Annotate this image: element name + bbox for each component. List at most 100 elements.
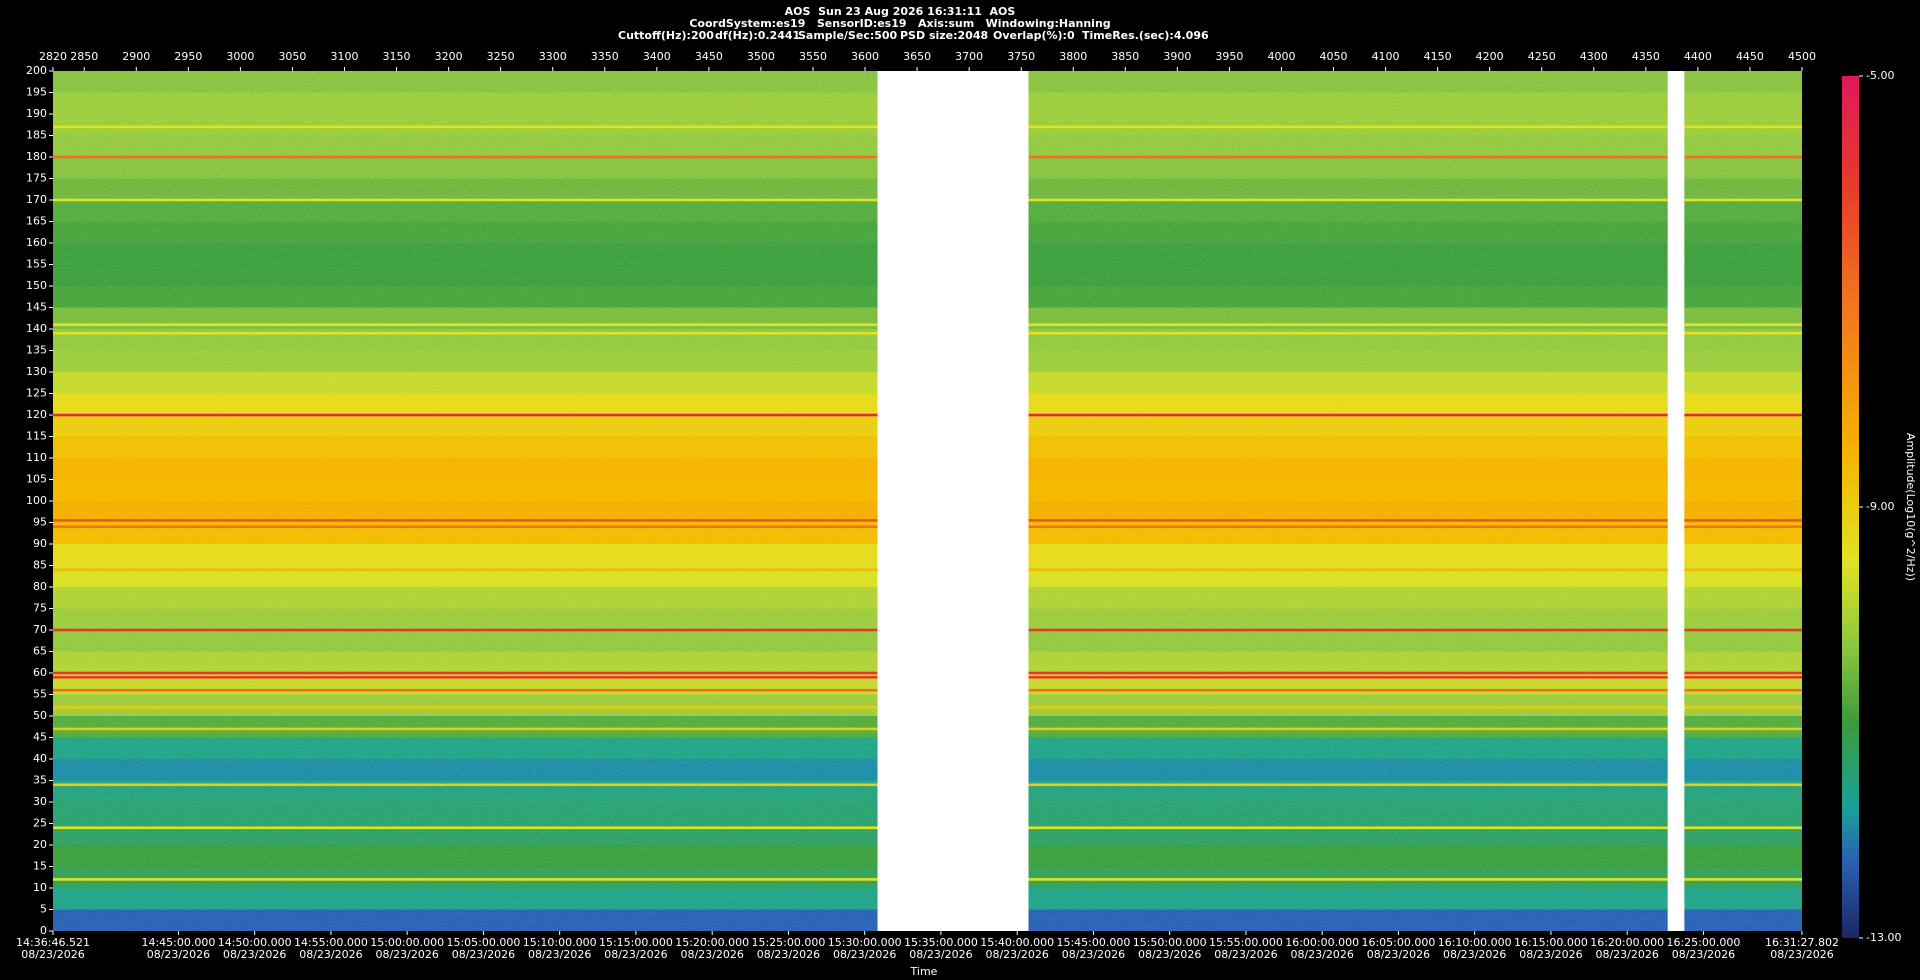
y-tick-label: 130 <box>26 365 47 378</box>
y-tick-label: 185 <box>26 129 47 142</box>
x-tick-label: 3500 <box>747 50 775 63</box>
date-tick-label: 08/23/2026 <box>1595 948 1658 961</box>
time-tick-label: 16:00:00.000 <box>1285 936 1359 949</box>
x-tick-label: 2900 <box>122 50 150 63</box>
date-tick-label: 08/23/2026 <box>1062 948 1125 961</box>
x-axis-label: Time <box>910 965 938 978</box>
date-tick-label: 08/23/2026 <box>757 948 820 961</box>
date-tick-label: 08/23/2026 <box>1138 948 1201 961</box>
date-tick-label: 08/23/2026 <box>1367 948 1430 961</box>
x-tick-label: 4400 <box>1684 50 1712 63</box>
date-tick-label: 08/23/2026 <box>452 948 515 961</box>
x-tick-label: 3300 <box>539 50 567 63</box>
x-tick-label: 4100 <box>1372 50 1400 63</box>
time-tick-label: 15:45:00.000 <box>1056 936 1130 949</box>
x-tick-label: 3050 <box>278 50 306 63</box>
x-tick-label: 2950 <box>174 50 202 63</box>
y-tick-label: 85 <box>33 559 47 572</box>
x-tick-label: 3100 <box>331 50 359 63</box>
y-tick-label: 180 <box>26 150 47 163</box>
parameter-label: Sample/Sec:500 <box>798 29 898 42</box>
colorbar-label: Amplitude(Log10(g^2/Hz)) <box>1904 433 1917 581</box>
date-tick-label: 08/23/2026 <box>1770 948 1833 961</box>
y-tick-label: 5 <box>40 903 47 916</box>
date-tick-label: 08/23/2026 <box>21 948 84 961</box>
y-tick-label: 60 <box>33 666 47 679</box>
y-tick-label: 165 <box>26 215 47 228</box>
x-tick-label: 2820 <box>39 50 67 63</box>
date-tick-label: 08/23/2026 <box>299 948 362 961</box>
x-tick-label: 3800 <box>1059 50 1087 63</box>
chart-title: AOS Sun 23 Aug 2026 16:31:11 AOS <box>785 5 1016 18</box>
time-tick-label: 15:10:00.000 <box>523 936 597 949</box>
x-tick-label: 3450 <box>695 50 723 63</box>
parameter-label: PSD size:2048 <box>900 29 988 42</box>
date-tick-label: 08/23/2026 <box>1519 948 1582 961</box>
x-tick-label: 3850 <box>1111 50 1139 63</box>
time-tick-label: 16:10:00.000 <box>1438 936 1512 949</box>
date-tick-label: 08/23/2026 <box>833 948 896 961</box>
time-tick-label: 16:15:00.000 <box>1514 936 1588 949</box>
x-tick-label: 3900 <box>1163 50 1191 63</box>
time-tick-label: 14:45:00.000 <box>141 936 215 949</box>
x-tick-label: 2850 <box>70 50 98 63</box>
y-tick-label: 120 <box>26 408 47 421</box>
time-tick-label: 14:50:00.000 <box>218 936 292 949</box>
y-tick-label: 80 <box>33 580 47 593</box>
y-tick-label: 105 <box>26 473 47 486</box>
y-tick-label: 160 <box>26 236 47 249</box>
y-tick-label: 125 <box>26 387 47 400</box>
date-tick-label: 08/23/2026 <box>147 948 210 961</box>
data-gap <box>877 71 1029 931</box>
time-tick-label: 15:00:00.000 <box>370 936 444 949</box>
time-tick-label: 16:20:00.000 <box>1590 936 1664 949</box>
parameter-label: df(Hz):0.2441 <box>715 29 800 42</box>
x-tick-label: 4150 <box>1424 50 1452 63</box>
x-tick-label: 3000 <box>226 50 254 63</box>
date-tick-label: 08/23/2026 <box>528 948 591 961</box>
time-tick-label: 15:35:00.000 <box>904 936 978 949</box>
date-tick-label: 08/23/2026 <box>375 948 438 961</box>
colorbar-tick-label: -5.00 <box>1866 69 1894 82</box>
x-tick-label: 3200 <box>435 50 463 63</box>
y-tick-label: 50 <box>33 709 47 722</box>
y-tick-label: 175 <box>26 172 47 185</box>
x-tick-label: 3150 <box>383 50 411 63</box>
date-tick-label: 08/23/2026 <box>604 948 667 961</box>
y-tick-label: 55 <box>33 688 47 701</box>
y-tick-label: 10 <box>33 881 47 894</box>
time-tick-label: 14:36:46.521 <box>16 936 90 949</box>
y-tick-label: 195 <box>26 86 47 99</box>
x-tick-label: 4200 <box>1476 50 1504 63</box>
y-tick-label: 115 <box>26 430 47 443</box>
date-tick-label: 08/23/2026 <box>223 948 286 961</box>
y-tick-label: 30 <box>33 795 47 808</box>
x-tick-label: 4000 <box>1267 50 1295 63</box>
y-tick-label: 155 <box>26 258 47 271</box>
time-tick-label: 16:05:00.000 <box>1361 936 1435 949</box>
colorbar-tick-label: -13.00 <box>1866 931 1901 944</box>
x-tick-label: 4350 <box>1632 50 1660 63</box>
time-tick-label: 15:05:00.000 <box>446 936 520 949</box>
y-tick-label: 35 <box>33 774 47 787</box>
x-tick-label: 4500 <box>1788 50 1816 63</box>
x-tick-label: 3250 <box>487 50 515 63</box>
date-tick-label: 08/23/2026 <box>680 948 743 961</box>
time-tick-label: 15:30:00.000 <box>828 936 902 949</box>
time-tick-label: 16:31:27.802 <box>1765 936 1839 949</box>
y-tick-label: 170 <box>26 193 47 206</box>
y-tick-label: 70 <box>33 623 47 636</box>
y-tick-label: 140 <box>26 322 47 335</box>
date-tick-label: 08/23/2026 <box>1290 948 1353 961</box>
x-tick-label: 3550 <box>799 50 827 63</box>
colorbar-tick-label: -9.00 <box>1866 500 1894 513</box>
date-tick-label: 08/23/2026 <box>909 948 972 961</box>
x-tick-label: 4450 <box>1736 50 1764 63</box>
y-tick-label: 100 <box>26 494 47 507</box>
y-tick-label: 135 <box>26 344 47 357</box>
time-tick-label: 15:40:00.000 <box>980 936 1054 949</box>
y-tick-label: 95 <box>33 516 47 529</box>
y-tick-label: 190 <box>26 107 47 120</box>
